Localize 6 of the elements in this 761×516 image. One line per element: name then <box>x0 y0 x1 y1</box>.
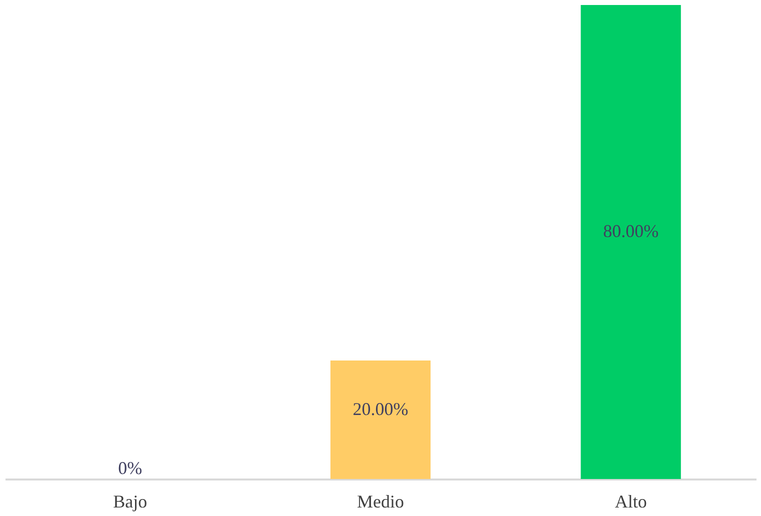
x-tick-label: Bajo <box>113 492 148 512</box>
data-label: 0% <box>118 458 142 478</box>
x-tick-label: Alto <box>614 492 647 512</box>
data-label: 20.00% <box>352 398 408 419</box>
data-label: 80.00% <box>603 221 659 241</box>
x-tick-label: Medio <box>357 492 404 512</box>
